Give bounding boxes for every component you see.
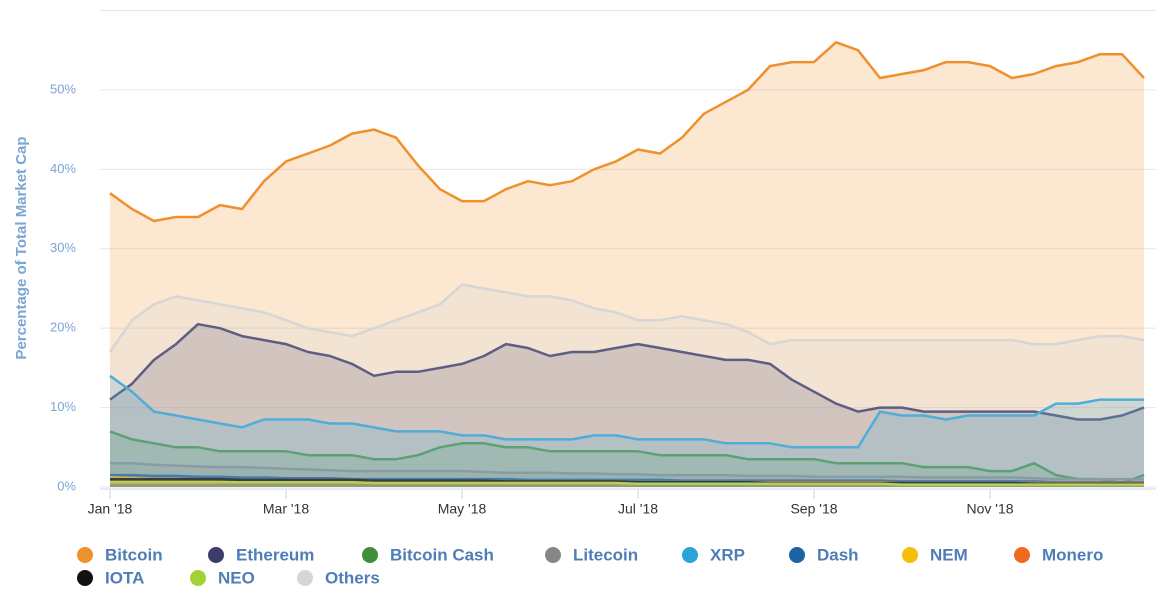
legend-label: Ethereum [236, 545, 314, 564]
legend-label: Bitcoin Cash [390, 545, 494, 564]
y-axis-label: Percentage of Total Market Cap [13, 136, 30, 359]
area-fill [110, 284, 1144, 487]
y-tick-label: 40% [50, 161, 76, 176]
y-tick-label: 30% [50, 240, 76, 255]
area-line [110, 480, 1144, 486]
legend-marker [297, 570, 313, 586]
area-line [109, 322, 1145, 421]
y-tick-label: 10% [50, 399, 76, 414]
legend-label: Litecoin [573, 545, 638, 564]
legend-marker [208, 547, 224, 563]
y-tick-label: 0% [57, 478, 76, 493]
x-tick-label: May '18 [438, 501, 487, 517]
area-line [109, 41, 1145, 223]
area-line [109, 430, 1145, 485]
y-tick-label: 50% [50, 81, 76, 96]
legend-marker [789, 547, 805, 563]
legend-label: Others [325, 568, 380, 587]
legend-label: IOTA [105, 568, 144, 587]
area-fill [110, 431, 1144, 487]
area-fill [110, 375, 1144, 487]
legend-label: Monero [1042, 545, 1103, 564]
x-tick-label: Mar '18 [263, 501, 309, 517]
legend-marker [1014, 547, 1030, 563]
area-fill [110, 324, 1144, 487]
legend-marker [77, 570, 93, 586]
area-line [108, 283, 1145, 353]
area-fill [110, 42, 1144, 488]
y-tick-label: 20% [50, 320, 76, 335]
area-line [110, 473, 1144, 484]
legend-marker [682, 547, 698, 563]
legend-label: NEM [930, 545, 968, 564]
legend-marker [77, 547, 93, 563]
area-line [110, 477, 1144, 486]
legend-label: NEO [218, 568, 255, 587]
legend-label: Dash [817, 545, 859, 564]
legend-label: XRP [710, 545, 745, 564]
x-tick-label: Jan '18 [88, 501, 133, 517]
legend-marker [545, 547, 561, 563]
area-line [109, 374, 1144, 449]
area-line [110, 461, 1144, 481]
legend-marker [190, 570, 206, 586]
legend-marker [362, 547, 378, 563]
x-tick-label: Nov '18 [966, 501, 1013, 517]
x-tick-label: Sep '18 [790, 501, 837, 517]
x-tick-label: Jul '18 [618, 501, 658, 517]
legend-marker [902, 547, 918, 563]
legend-label: Bitcoin [105, 545, 163, 564]
